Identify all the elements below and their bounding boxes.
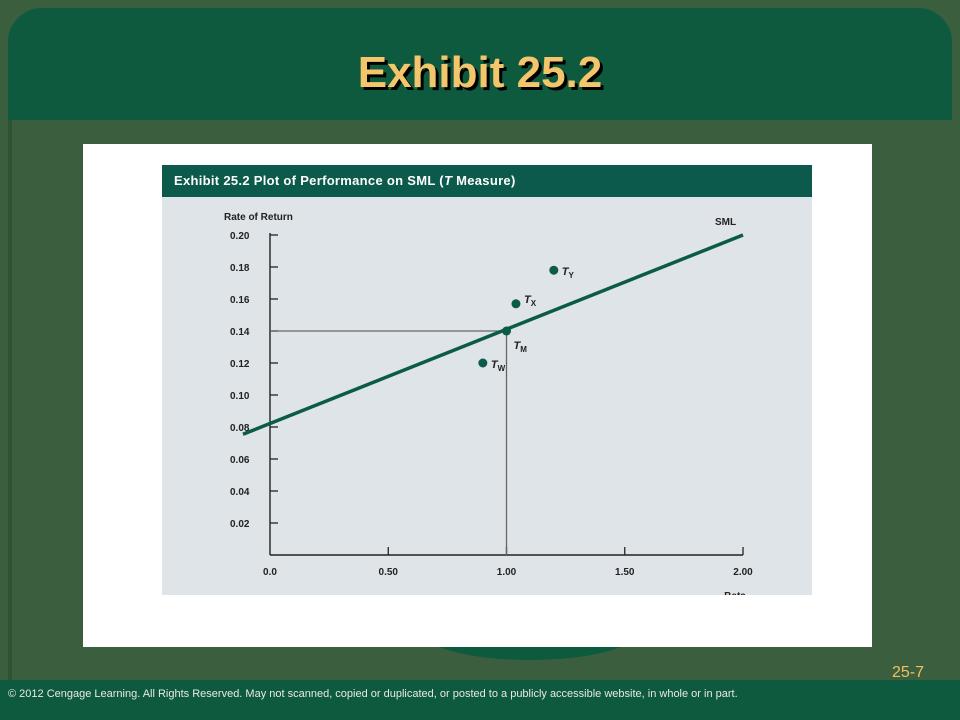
y-tick-label: 0.02 [230, 519, 250, 530]
x-tick-label: 1.00 [497, 567, 517, 578]
y-tick-label: 0.12 [230, 359, 250, 370]
portfolio-point [511, 299, 521, 309]
page-number: 25-7 [891, 664, 924, 681]
portfolio-label: TX [524, 294, 537, 308]
left-border [8, 120, 12, 680]
x-tick-label: 0.0 [263, 567, 277, 578]
portfolio-point [549, 265, 559, 275]
portfolio-point [502, 326, 511, 336]
portfolio-label: TY [562, 266, 575, 280]
chart-title: Exhibit 25.2 Plot of Performance on SML … [162, 165, 812, 197]
slide-title: Exhibit 25.2 [357, 48, 603, 97]
portfolio-label: TM [514, 340, 528, 354]
y-tick-label: 0.14 [230, 327, 250, 338]
y-tick-label: 0.20 [230, 231, 250, 242]
sml-line [242, 233, 744, 436]
title-banner [8, 8, 952, 120]
y-tick-label: 0.08 [230, 423, 250, 434]
x-tick-label: 2.00 [733, 567, 753, 578]
chart-frame: Exhibit 25.2 Plot of Performance on SML … [162, 165, 812, 595]
x-axis-label: Beta [724, 591, 746, 595]
portfolio-point [478, 358, 488, 368]
y-tick-label: 0.16 [230, 295, 250, 306]
copyright-text: © 2012 Cengage Learning. All Rights Rese… [8, 688, 738, 700]
sml-chart: 0.200.180.160.140.120.100.080.060.040.02… [224, 212, 753, 595]
y-axis-label: Rate of Return [224, 212, 293, 223]
y-tick-label: 0.04 [230, 487, 250, 498]
y-tick-label: 0.06 [230, 455, 250, 466]
portfolio-label: TW [491, 359, 506, 373]
y-tick-label: 0.10 [230, 391, 250, 402]
copyright-footer: © 2012 Cengage Learning. All Rights Rese… [0, 680, 960, 720]
sml-label: SML [715, 217, 736, 228]
y-tick-label: 0.18 [230, 263, 250, 274]
x-tick-label: 1.50 [615, 567, 635, 578]
x-tick-label: 0.50 [379, 567, 399, 578]
